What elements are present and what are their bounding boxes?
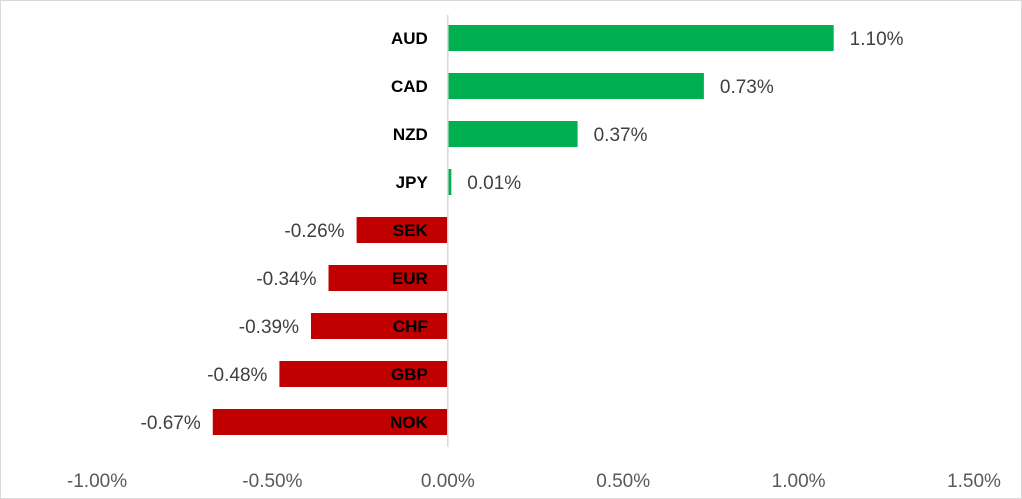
labels-layer: AUD 1.10% CAD 0.73% NZD 0.37% JPY 0.01% SEK -0.26… <box>141 29 904 434</box>
data-label-sek: -0.26% <box>284 221 344 242</box>
category-label-eur: EUR <box>392 269 428 288</box>
data-label-jpy: 0.01% <box>467 173 521 194</box>
x-tick-label: 1.00% <box>772 471 826 492</box>
data-label-aud: 1.10% <box>850 29 904 50</box>
x-tick-label: 0.50% <box>596 471 650 492</box>
bars-layer <box>212 25 834 435</box>
bar-aud <box>447 25 834 51</box>
data-label-eur: -0.34% <box>256 269 316 290</box>
category-label-jpy: JPY <box>396 173 429 192</box>
data-label-nok: -0.67% <box>141 413 201 434</box>
x-tick-label: 0.00% <box>421 471 475 492</box>
bar-gbp <box>279 361 448 387</box>
bar-cad <box>447 73 704 99</box>
x-axis-ticks: -1.00% -0.50% 0.00% 0.50% 1.00% 1.50% <box>67 471 1001 492</box>
category-label-chf: CHF <box>393 317 428 336</box>
category-label-aud: AUD <box>391 29 428 48</box>
bar-jpy <box>447 169 452 195</box>
data-label-nzd: 0.37% <box>594 125 648 146</box>
x-tick-label: -0.50% <box>242 471 302 492</box>
data-label-gbp: -0.48% <box>207 365 267 386</box>
bar-sek <box>356 217 448 243</box>
x-tick-label: -1.00% <box>67 471 127 492</box>
category-label-gbp: GBP <box>391 365 428 384</box>
category-label-nzd: NZD <box>393 125 428 144</box>
category-label-nok: NOK <box>390 413 429 432</box>
bar-nok <box>212 409 448 435</box>
x-tick-label: 1.50% <box>947 471 1001 492</box>
category-label-sek: SEK <box>393 221 429 240</box>
bar-nzd <box>447 121 578 147</box>
bar-eur <box>328 265 448 291</box>
bar-chf <box>310 313 448 339</box>
category-label-cad: CAD <box>391 77 428 96</box>
data-label-chf: -0.39% <box>239 317 299 338</box>
data-label-cad: 0.73% <box>720 77 774 98</box>
